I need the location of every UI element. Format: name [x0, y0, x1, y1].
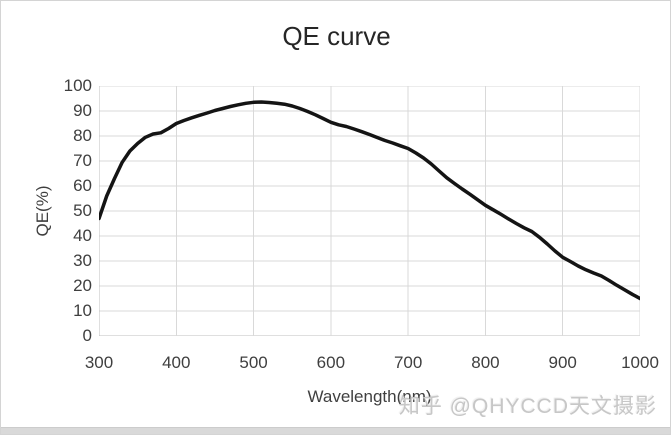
y-tick-label: 60 — [73, 176, 92, 195]
x-tick-label: 400 — [162, 353, 191, 372]
x-tick-label: 1000 — [621, 353, 659, 372]
y-axis-title: QE(%) — [33, 185, 52, 237]
y-tick-label: 50 — [73, 201, 92, 220]
plot-area — [99, 86, 640, 336]
y-tick-label: 20 — [73, 276, 92, 295]
y-tick-label: 90 — [73, 101, 92, 120]
y-tick-label: 30 — [73, 251, 92, 270]
x-tick-label: 700 — [393, 353, 423, 372]
qe-curve-line — [99, 100, 640, 301]
x-tick-label: 600 — [316, 353, 346, 372]
y-tick-label: 10 — [73, 301, 92, 320]
y-tick-label: 80 — [73, 126, 92, 145]
bottom-strip — [1, 427, 670, 434]
chart-title: QE curve — [282, 21, 391, 51]
y-tick-label: 70 — [73, 151, 92, 170]
watermark: 知乎 @QHYCCD天文摄影 — [398, 395, 657, 418]
y-tick-label: 100 — [63, 76, 92, 95]
x-tick-label: 900 — [548, 353, 577, 372]
y-tick-label: 40 — [73, 226, 92, 245]
y-tick-label: 0 — [82, 326, 92, 345]
x-tick-label: 500 — [239, 353, 268, 372]
x-axis-title: Wavelength(nm) — [307, 387, 432, 406]
x-tick-label: 800 — [471, 353, 500, 372]
x-tick-label: 300 — [84, 353, 114, 372]
